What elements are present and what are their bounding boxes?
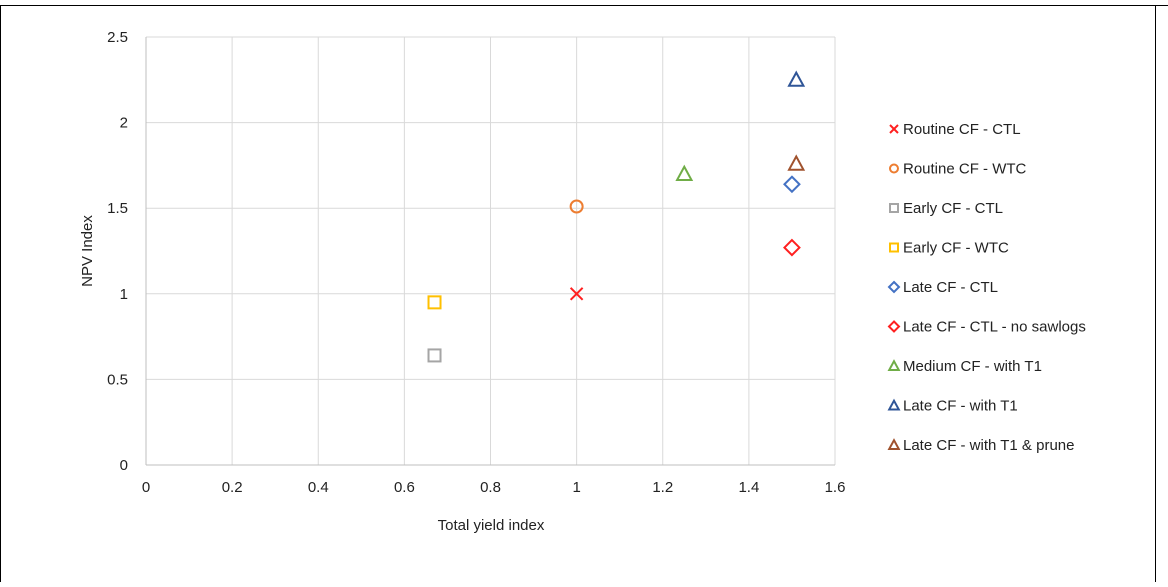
legend-label: Late CF - CTL - no sawlogs	[903, 319, 1086, 336]
legend-marker-circle	[889, 163, 899, 174]
y-tick-label: 2	[120, 115, 128, 132]
legend-marker-diamond	[887, 320, 901, 333]
x-tick-labels: 0 0.2 0.4 0.6 0.8 1 1.2 1.4 1.6	[142, 479, 846, 496]
legend-label: Routine CF - CTL	[903, 121, 1021, 138]
legend-label: Late CF - CTL	[903, 279, 998, 296]
legend-marker-triangle	[887, 438, 901, 450]
legend-label: Early CF - CTL	[903, 200, 1003, 217]
data-point-x	[569, 287, 584, 301]
y-tick-labels: 0 0.5 1 1.5 2 2.5	[107, 29, 128, 474]
x-tick-label: 0.4	[308, 479, 329, 496]
y-axis-label: NPV Index	[79, 215, 96, 287]
axes	[145, 37, 835, 466]
data-point-square	[427, 348, 442, 363]
legend-marker-x-stroke	[889, 124, 899, 134]
x-tick-label: 0.8	[480, 479, 501, 496]
y-tick-label: 2.5	[107, 29, 128, 46]
legend-label: Routine CF - WTC	[903, 161, 1027, 178]
legend-marker-square	[889, 203, 899, 213]
legend-marker-triangle	[887, 359, 901, 371]
data-point-square	[427, 295, 442, 310]
data-point-triangle	[787, 154, 806, 171]
y-tick-label: 1.5	[107, 200, 128, 217]
y-tick-label: 0.5	[107, 371, 128, 388]
legend-label: Late CF - with T1	[903, 398, 1018, 415]
x-tick-label: 0.2	[222, 479, 243, 496]
y-tick-label: 1	[120, 286, 128, 303]
legend-marker-diamond	[887, 280, 901, 294]
data-point-triangle	[675, 164, 694, 181]
x-tick-label: 0	[142, 479, 150, 496]
data-point-diamond	[783, 238, 801, 257]
x-tick-label: 1.4	[738, 479, 759, 496]
data-point-triangle	[787, 70, 806, 87]
legend-marker-square	[889, 242, 899, 253]
legend-marker-x	[889, 124, 899, 134]
legend-label: Early CF - WTC	[903, 240, 1009, 257]
x-tick-label: 1	[572, 479, 580, 496]
legend-label: Medium CF - with T1	[903, 358, 1042, 375]
legend-marker-triangle	[887, 398, 901, 411]
legend-label: Late CF - with T1 & prune	[903, 437, 1074, 454]
x-tick-label: 1.6	[825, 479, 846, 496]
data-points	[427, 70, 806, 363]
legend: Routine CF - CTL Routine CF - WTC Early CF…	[887, 121, 1086, 454]
x-tick-label: 0.6	[394, 479, 415, 496]
data-point-diamond	[783, 175, 801, 194]
data-point-circle	[569, 199, 584, 214]
x-axis-label: Total yield index	[438, 517, 545, 534]
y-tick-label: 0	[120, 457, 128, 474]
x-tick-label: 1.2	[652, 479, 673, 496]
gridlines	[146, 36, 836, 465]
data-point-x-stroke	[569, 287, 584, 301]
